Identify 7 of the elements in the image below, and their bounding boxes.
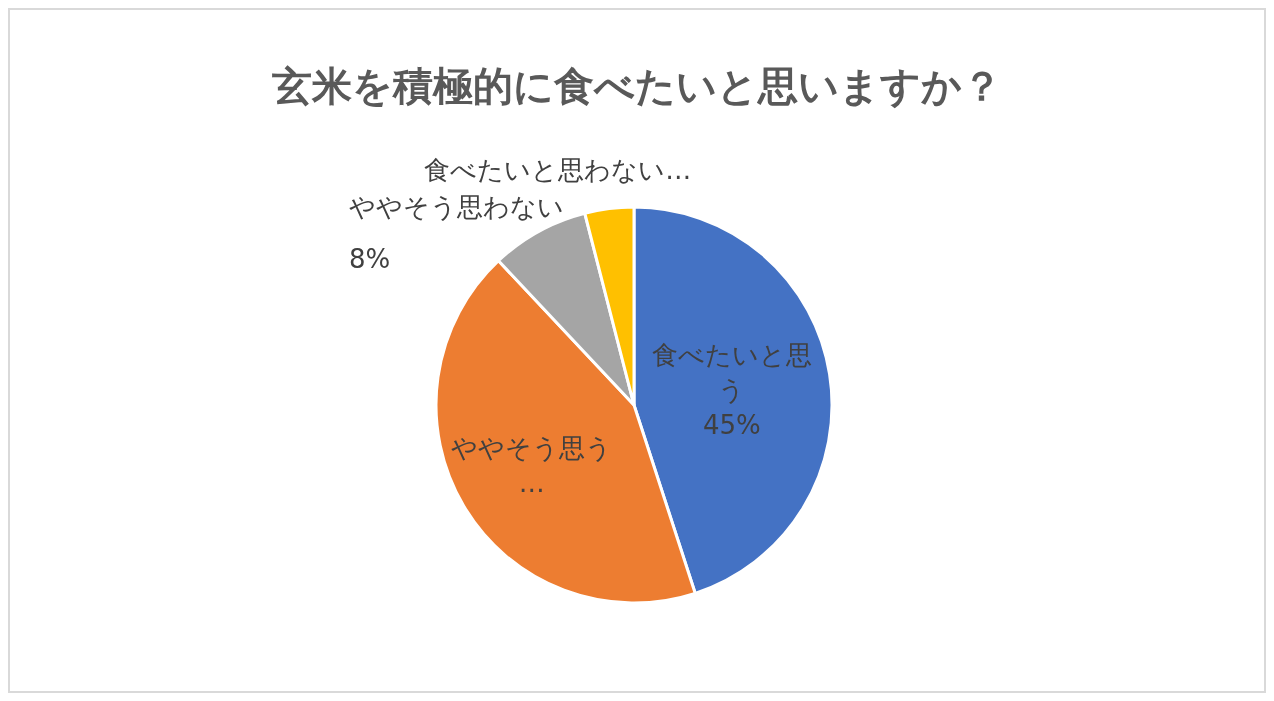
data-label: 45% [702, 409, 761, 440]
slice-label: 食べたいと思わない… [424, 155, 692, 186]
data-label: 8% [348, 244, 391, 275]
slice-label: ややそう思わない [348, 192, 564, 223]
chart-title: 玄米を積極的に食べたいと思いますか？ [271, 63, 1002, 109]
slice-label: 食べたいと思う [651, 339, 812, 405]
slice-label: ややそう思う… [451, 433, 613, 499]
